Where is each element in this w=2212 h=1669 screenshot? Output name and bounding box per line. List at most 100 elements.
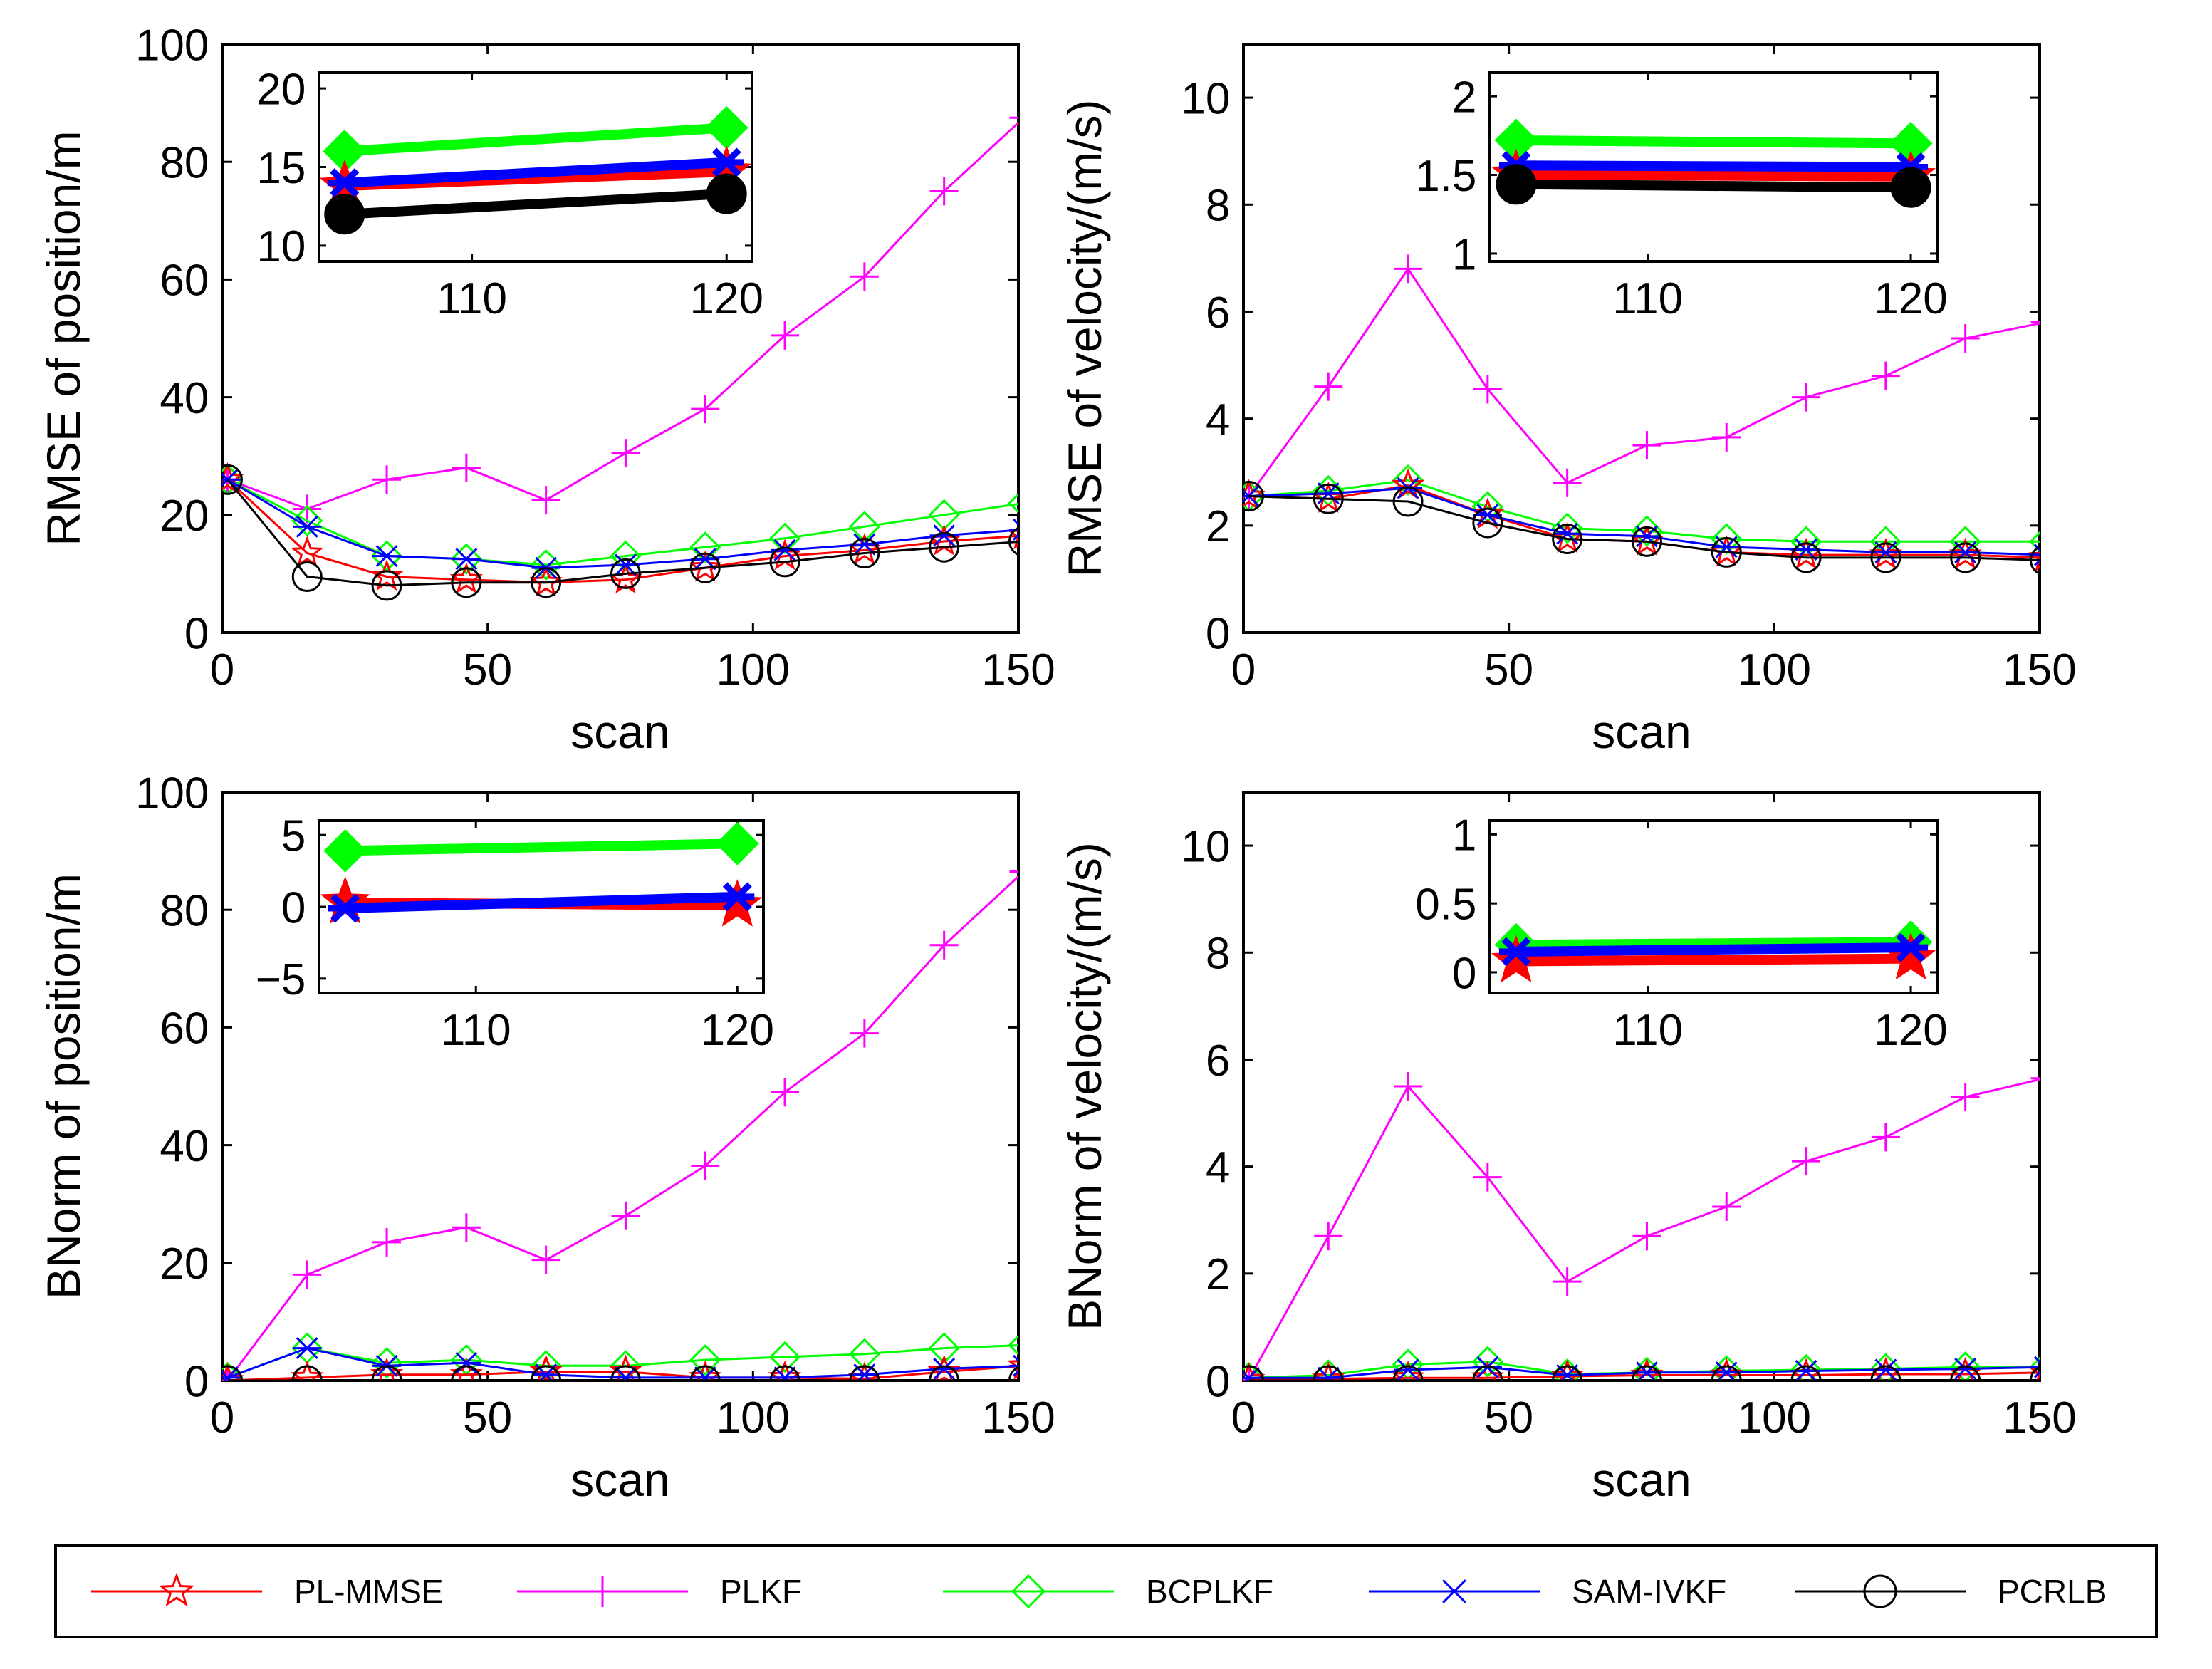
- data-point-pl-mmse: [222, 462, 244, 494]
- data-point-bcplkf: [1392, 464, 1424, 496]
- x-axis-label: scan: [1592, 705, 1691, 758]
- data-point-pl-mmse: [1312, 1361, 1345, 1381]
- data-point-pcrlb: [1552, 524, 1583, 555]
- y-axis-label: RMSE of position/m: [37, 130, 90, 546]
- data-point-plkf: [452, 1213, 481, 1242]
- data-point-plkf: [1009, 870, 1018, 873]
- panel3-series-pcrlb: [222, 1365, 1018, 1381]
- data-point-bcplkf: [1243, 1362, 1265, 1381]
- panel1-ytick-label: 100: [135, 21, 209, 70]
- data-point-pcrlb: [531, 567, 562, 598]
- data-point-pcrlb: [1631, 526, 1662, 557]
- data-point-pcrlb: [531, 1365, 562, 1381]
- panel4-series-pcrlb: [1243, 1365, 2040, 1381]
- data-point-sam-ivkf: [222, 1366, 242, 1381]
- panel4-xtick-label: 50: [1484, 1393, 1533, 1442]
- data-point-bcplkf: [768, 522, 801, 554]
- data-point-sam-ivkf: [850, 533, 879, 556]
- panel2-xtick-label: 100: [1738, 645, 1811, 695]
- inset1-ytick-label: 10: [256, 222, 306, 271]
- panel1-series-pcrlb: [222, 464, 1018, 601]
- data-point-bcplkf: [1869, 1353, 1901, 1381]
- data-point-pl-mmse: [291, 1360, 324, 1381]
- data-point-pcrlb: [1313, 483, 1344, 514]
- data-point-bcplkf: [2029, 531, 2040, 553]
- data-point-pcrlb: [689, 552, 721, 583]
- series-line-bcplkf: [1515, 937, 1911, 950]
- data-point-plkf: [611, 439, 640, 468]
- data-point-sam-ivkf: [691, 548, 720, 571]
- inset3-series-sam-ivkf: [328, 882, 755, 923]
- legend-marker-star: [159, 1572, 194, 1607]
- data-point-pl-mmse: [2028, 551, 2040, 572]
- panel2-xtick-label: 0: [1231, 645, 1256, 695]
- data-point-sam-ivkf: [293, 515, 322, 538]
- legend-label: PCRLB: [1998, 1573, 2107, 1610]
- data-point-pcrlb: [1950, 542, 1981, 573]
- data-point-pcrlb: [1392, 1365, 1424, 1381]
- panel1-ytick-label: 40: [160, 374, 209, 423]
- data-point-pcrlb: [769, 1365, 800, 1381]
- data-point-bcplkf: [768, 1341, 801, 1373]
- data-point-plkf: [1314, 372, 1343, 401]
- data-point-sam-ivkf: [1712, 1361, 1741, 1381]
- y-axis-label: RMSE of velocity/(m/s): [1058, 99, 1111, 577]
- data-point-pcrlb: [1950, 1365, 1981, 1381]
- data-point-pl-mmse: [1869, 537, 1902, 569]
- inset4-ytick-label: 0: [1452, 949, 1476, 998]
- series-line-pcrlb: [344, 189, 727, 219]
- data-point-pl-mmse: [1391, 1360, 1425, 1381]
- data-point-plkf: [850, 1019, 879, 1048]
- inset3-plot-area: [320, 821, 763, 927]
- data-point-plkf: [1632, 431, 1661, 460]
- data-point-pcrlb: [849, 1365, 880, 1381]
- data-point-plkf: [1553, 468, 1582, 497]
- panel1-ytick-label: 0: [184, 609, 209, 658]
- data-point-plkf: [1871, 1123, 1900, 1152]
- legend-label: PL-MMSE: [294, 1573, 444, 1610]
- inset2-ytick-label: 1.5: [1415, 152, 1476, 201]
- data-point-bcplkf: [704, 105, 748, 150]
- series-line-bcplkf: [1515, 135, 1911, 149]
- data-point-plkf: [2030, 1077, 2040, 1080]
- inset-panel-3: 110 120 −5 0 5: [256, 811, 774, 1055]
- panel3-ytick-label: 80: [160, 887, 209, 936]
- data-point-sam-ivkf: [691, 1366, 720, 1381]
- panel1-series-sam-ivkf: [222, 468, 1018, 579]
- data-point-sam-ivkf: [1498, 937, 1533, 967]
- panel4-plot-area: [1243, 1072, 2040, 1381]
- legend-marker-circle: [1863, 1574, 1897, 1608]
- data-point-bcplkf: [715, 821, 759, 865]
- panel4-xtick-label: 150: [2003, 1393, 2076, 1442]
- data-point-pcrlb: [1496, 164, 1537, 205]
- series-line-bcplkf: [226, 478, 1018, 566]
- data-point-plkf: [771, 321, 800, 350]
- data-point-pcrlb: [1243, 481, 1264, 512]
- data-point-sam-ivkf: [720, 882, 755, 912]
- data-point-pl-mmse: [1243, 1362, 1266, 1381]
- data-point-sam-ivkf: [327, 168, 362, 198]
- data-point-plkf: [691, 395, 720, 424]
- data-point-sam-ivkf: [1243, 1366, 1263, 1381]
- chart-panel-2: 0 50 100 150 0 2 4 6 8 10 scan RMSE of velocity/(m/…: [1058, 43, 2077, 758]
- series-line-sam-ivkf: [1515, 160, 1911, 172]
- data-point-pcrlb: [1552, 1365, 1583, 1381]
- data-point-pl-mmse: [689, 550, 722, 582]
- data-point-pl-mmse: [529, 1354, 563, 1381]
- data-point-plkf: [293, 1260, 322, 1289]
- data-point-pcrlb: [929, 531, 960, 563]
- panel1-series-plkf: [222, 116, 1018, 524]
- data-point-plkf: [531, 1245, 560, 1274]
- data-point-pcrlb: [706, 173, 747, 214]
- series-line-pl-mmse: [227, 1365, 1018, 1381]
- y-axis-label: BNorm of velocity/(m/s): [1058, 842, 1111, 1331]
- inset3-ytick-label: 0: [281, 883, 306, 932]
- data-point-sam-ivkf: [2030, 1356, 2040, 1378]
- data-point-bcplkf: [689, 1343, 721, 1376]
- data-point-bcplkf: [323, 828, 367, 873]
- data-point-bcplkf: [689, 531, 721, 563]
- data-point-pl-mmse: [768, 1360, 802, 1381]
